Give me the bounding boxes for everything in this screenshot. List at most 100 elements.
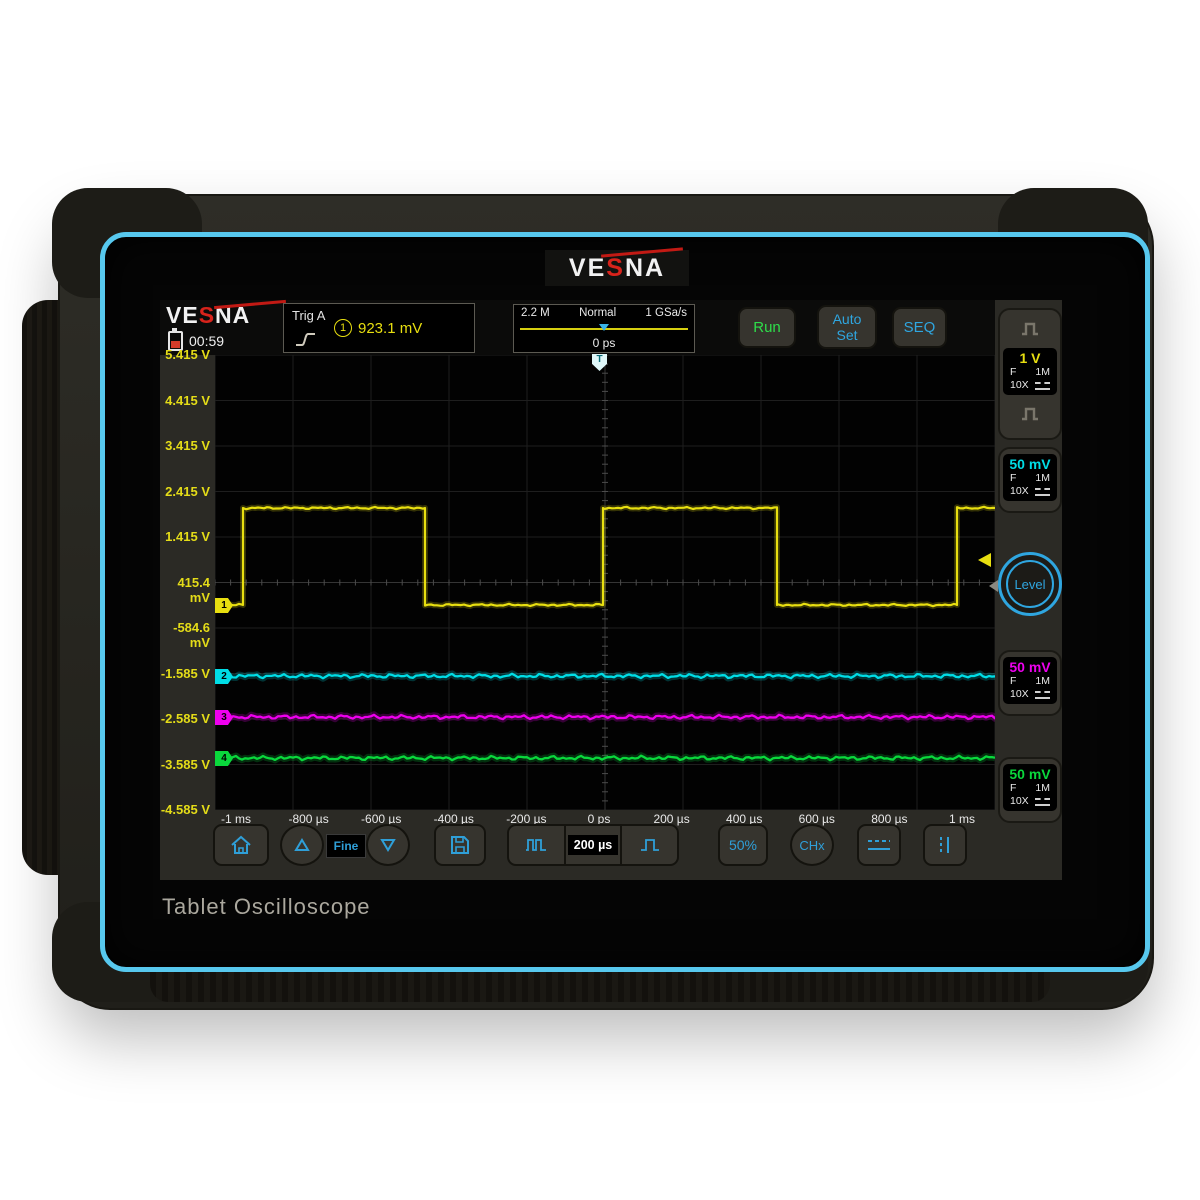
pulse-icon: [1022, 408, 1038, 421]
probe: 10X: [1010, 485, 1029, 498]
channel-2-cluster[interactable]: 50 mV F 1M 10X: [998, 447, 1062, 513]
channel-3-marker[interactable]: 3: [215, 710, 233, 725]
v-axis-label: 3.415 V: [165, 438, 210, 453]
impedance: 1M: [1035, 675, 1050, 687]
sample-rate: 1 GSa/s: [645, 307, 687, 319]
v-axis-label: 2.415 V: [165, 483, 210, 499]
seq-button[interactable]: SEQ: [892, 307, 947, 348]
dc-coupling-icon: [1035, 488, 1050, 497]
run-stop-button[interactable]: Run: [738, 307, 796, 348]
t-axis-label: 1 ms: [948, 812, 975, 826]
logo-text: VE: [568, 253, 607, 282]
home-button[interactable]: [213, 824, 269, 866]
screen-brand-logo: VESNA: [166, 299, 286, 329]
v-axis-label: 1.415 V: [165, 529, 210, 544]
horizontal-cursor-icon: [868, 840, 890, 850]
memory-depth: 2.2 M: [521, 307, 550, 319]
timebase-readout: 200 µs: [567, 835, 619, 855]
channel-1-scale: 1 V: [1019, 350, 1041, 366]
trigger-level-value: 1 923.1 mV: [334, 319, 422, 337]
channel-2-panel[interactable]: 50 mV F 1M 10X: [1003, 454, 1057, 502]
probe: 10X: [1010, 688, 1029, 701]
impedance: 1M: [1035, 366, 1050, 378]
channel-2-marker[interactable]: 2: [215, 669, 233, 684]
logo-text: VE: [166, 302, 199, 328]
v-axis-label: -2.585 V: [160, 711, 210, 726]
logo-text: NA: [624, 253, 666, 282]
trigger-position-flag[interactable]: T: [592, 354, 607, 371]
logo-text: S: [606, 253, 625, 282]
fine-coarse-toggle[interactable]: Fine: [326, 834, 366, 858]
save-icon: [451, 836, 469, 854]
v-axis-label: -3.585 V: [160, 756, 210, 772]
save-button[interactable]: [434, 824, 486, 866]
level-knob-label: Level: [1014, 576, 1046, 592]
channel-3-panel[interactable]: 50 mV F 1M 10X: [1003, 657, 1057, 705]
decrease-button[interactable]: [366, 824, 410, 866]
rising-edge-icon: [296, 333, 315, 346]
channel-1-panel[interactable]: 1 V F 1M 10X: [1003, 348, 1057, 396]
battery-status: 00:59: [168, 328, 225, 351]
impedance: 1M: [1035, 472, 1050, 484]
channel-3-scale: 50 mV: [1009, 659, 1051, 675]
probe: 10X: [1010, 379, 1029, 392]
t-axis-label: -200 µs: [506, 812, 547, 826]
coupling: F: [1010, 782, 1017, 794]
horizontal-offset: 0 ps: [592, 336, 616, 350]
increase-button[interactable]: [280, 824, 324, 866]
waveform-svg: [215, 355, 995, 810]
channel-select-button[interactable]: CHx: [790, 824, 834, 866]
dc-coupling-icon: [1035, 382, 1050, 391]
channel-4-cluster[interactable]: 50 mV F 1M 10X: [998, 757, 1062, 823]
position-slider-track[interactable]: [520, 324, 688, 331]
channel-2-scale: 50 mV: [1009, 456, 1051, 472]
timebase-zoom-in-button[interactable]: [620, 826, 677, 864]
battery-time: 00:59: [189, 333, 225, 349]
v-axis-label: 5.415 V: [165, 347, 210, 362]
up-triangle-icon: [294, 838, 310, 851]
channel-4-scale: 50 mV: [1009, 766, 1051, 782]
t-axis-label: 0 ps: [587, 812, 611, 826]
timebase-zoom-out-button[interactable]: [509, 826, 564, 864]
logo-text: S: [198, 302, 216, 328]
v-axis-label: -584.6 mV: [173, 620, 210, 650]
t-axis-label: 400 µs: [726, 812, 763, 826]
channel-1-marker[interactable]: 1: [215, 598, 233, 613]
level-knob[interactable]: Level: [998, 552, 1062, 616]
horizontal-position-panel[interactable]: 2.2 M Normal 1 GSa/s 0 ps: [513, 304, 695, 353]
coupling: F: [1010, 366, 1017, 378]
dc-coupling-icon: [1035, 691, 1050, 700]
trigger-level-arrow[interactable]: [978, 553, 991, 567]
channel-3-cluster[interactable]: 50 mV F 1M 10X: [998, 650, 1062, 716]
v-axis-label: -1.585 V: [160, 665, 210, 681]
channel-1-badge: 1: [334, 319, 352, 337]
v-axis-label: -4.585 V: [160, 802, 210, 817]
channel-1-cluster: 1 V F 1M 10X: [998, 308, 1062, 440]
trigger-panel[interactable]: Trig A 1 923.1 mV: [283, 303, 475, 353]
channel-1-up-button[interactable]: [1000, 310, 1060, 348]
timebase-value[interactable]: 200 µs: [563, 826, 621, 864]
trigger-label: Trig A: [292, 308, 326, 323]
status-bar: VESNA 00:59 Trig A 1 923.1 mV 2.2: [160, 299, 995, 355]
probe: 10X: [1010, 795, 1029, 808]
t-axis-label: 800 µs: [871, 812, 908, 826]
dc-coupling-icon: [1035, 798, 1050, 807]
position-slider-thumb[interactable]: [599, 324, 609, 331]
v-axis-label: 4.415 V: [165, 392, 210, 408]
t-axis-label: -800 µs: [288, 812, 329, 826]
bezel-brand-logo: VE S NA: [545, 247, 689, 286]
acquisition-mode: Normal: [579, 307, 617, 319]
autoset-button[interactable]: Auto Set: [817, 305, 877, 349]
bottom-fabric-edge: [150, 968, 1050, 1002]
vertical-cursor-button[interactable]: [923, 824, 967, 866]
down-triangle-icon: [380, 839, 396, 852]
horizontal-cursor-button[interactable]: [857, 824, 901, 866]
channel-4-panel[interactable]: 50 mV F 1M 10X: [1003, 764, 1057, 812]
pulse-icon: [1022, 322, 1038, 336]
t-axis-label: 200 µs: [653, 812, 690, 826]
fifty-percent-button[interactable]: 50%: [718, 824, 768, 866]
channel-4-marker[interactable]: 4: [215, 751, 233, 766]
channel-1-down-button[interactable]: [1000, 395, 1060, 433]
waveform-display[interactable]: T 1 2 3 4: [215, 354, 995, 810]
coupling: F: [1010, 675, 1017, 687]
